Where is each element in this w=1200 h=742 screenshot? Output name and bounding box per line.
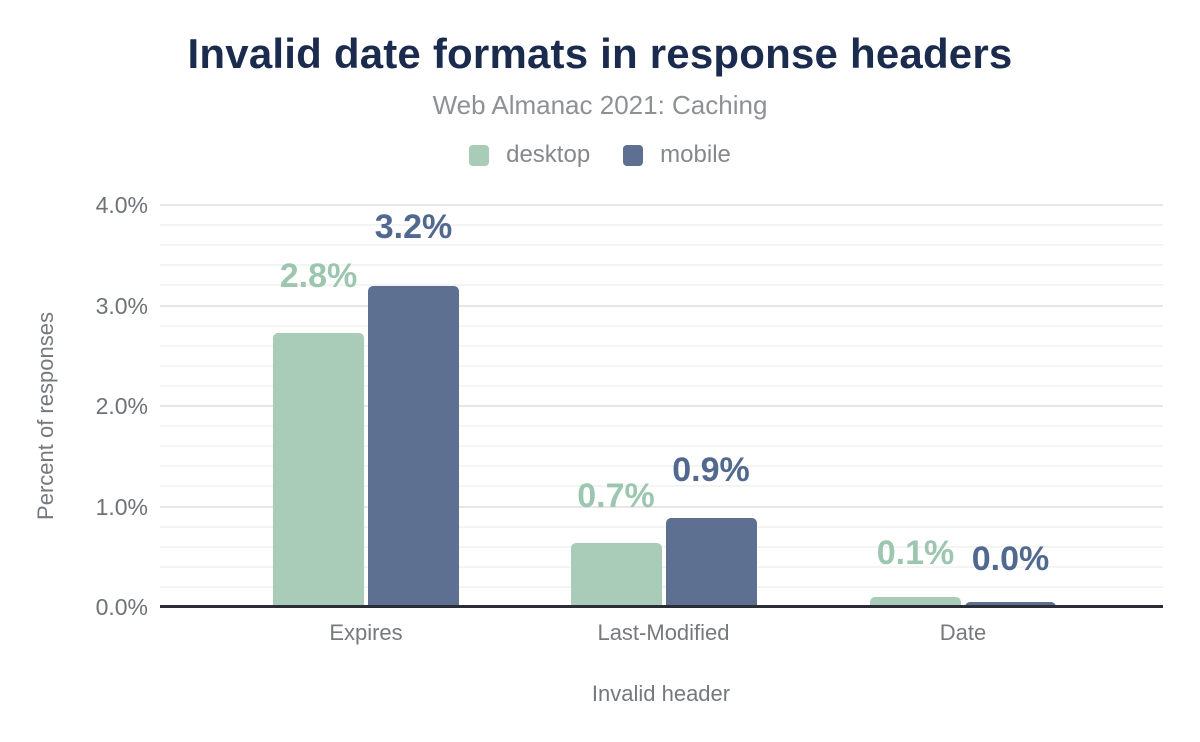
minor-gridline [160, 344, 1163, 347]
chart-title: Invalid date formats in response headers [187, 30, 1013, 77]
minor-gridline [160, 244, 1163, 247]
value-label-desktop-date: 0.1% [876, 534, 955, 573]
y-tick-label: 3.0% [95, 292, 148, 319]
minor-gridline [160, 384, 1163, 387]
legend-item-desktop: desktop [469, 141, 590, 169]
minor-gridline [160, 324, 1163, 327]
chart-subtitle: Web Almanac 2021: Caching [432, 90, 768, 120]
minor-gridline [160, 284, 1163, 287]
x-tick-label-date: Date [939, 620, 987, 645]
value-label-mobile-date: 0.0% [971, 539, 1050, 578]
x-axis-title: Invalid header [591, 681, 731, 706]
minor-gridline [160, 224, 1163, 227]
major-gridline [160, 304, 1163, 307]
plot-area: 2.8% 3.2% 0.7% 0.9% 0.1% 0.0% [160, 204, 1163, 608]
value-label-desktop-last-modified: 0.7% [577, 477, 655, 516]
bar-mobile-expires [368, 286, 459, 607]
minor-gridline [160, 425, 1163, 428]
legend-label-mobile: mobile [660, 141, 731, 168]
value-label-mobile-expires: 3.2% [374, 208, 453, 247]
y-tick-label: 4.0% [95, 192, 148, 218]
bar-mobile-date [965, 601, 1056, 607]
minor-gridline [160, 264, 1163, 267]
minor-gridline [160, 445, 1163, 448]
x-tick-label-expires: Expires [329, 620, 403, 645]
major-gridline [160, 204, 1163, 206]
y-tick-label: 2.0% [95, 393, 148, 419]
minor-gridline [160, 565, 1163, 568]
x-tick-label-last-modified: Last-Modified [597, 620, 730, 645]
bar-mobile-last-modified [665, 517, 757, 607]
minor-gridline [160, 545, 1163, 548]
minor-gridline [160, 525, 1163, 528]
major-gridline [160, 405, 1163, 407]
value-label-mobile-last-modified: 0.9% [672, 451, 750, 490]
bar-desktop-last-modified [570, 542, 662, 607]
minor-gridline [160, 485, 1163, 488]
x-axis-line [160, 605, 1163, 608]
bar-desktop-date [870, 596, 961, 607]
minor-gridline [160, 585, 1163, 588]
minor-gridline [160, 465, 1163, 468]
major-gridline [160, 505, 1163, 508]
value-label-desktop-expires: 2.8% [279, 256, 358, 295]
legend: desktop mobile [0, 141, 1200, 169]
y-tick-label: 0.0% [95, 594, 148, 620]
legend-swatch-mobile [623, 144, 644, 166]
legend-item-mobile: mobile [623, 141, 731, 169]
bar-desktop-expires [273, 332, 364, 607]
minor-gridline [160, 364, 1163, 367]
legend-swatch-desktop [469, 144, 490, 166]
y-tick-label: 1.0% [95, 493, 148, 520]
legend-label-desktop: desktop [506, 141, 591, 168]
